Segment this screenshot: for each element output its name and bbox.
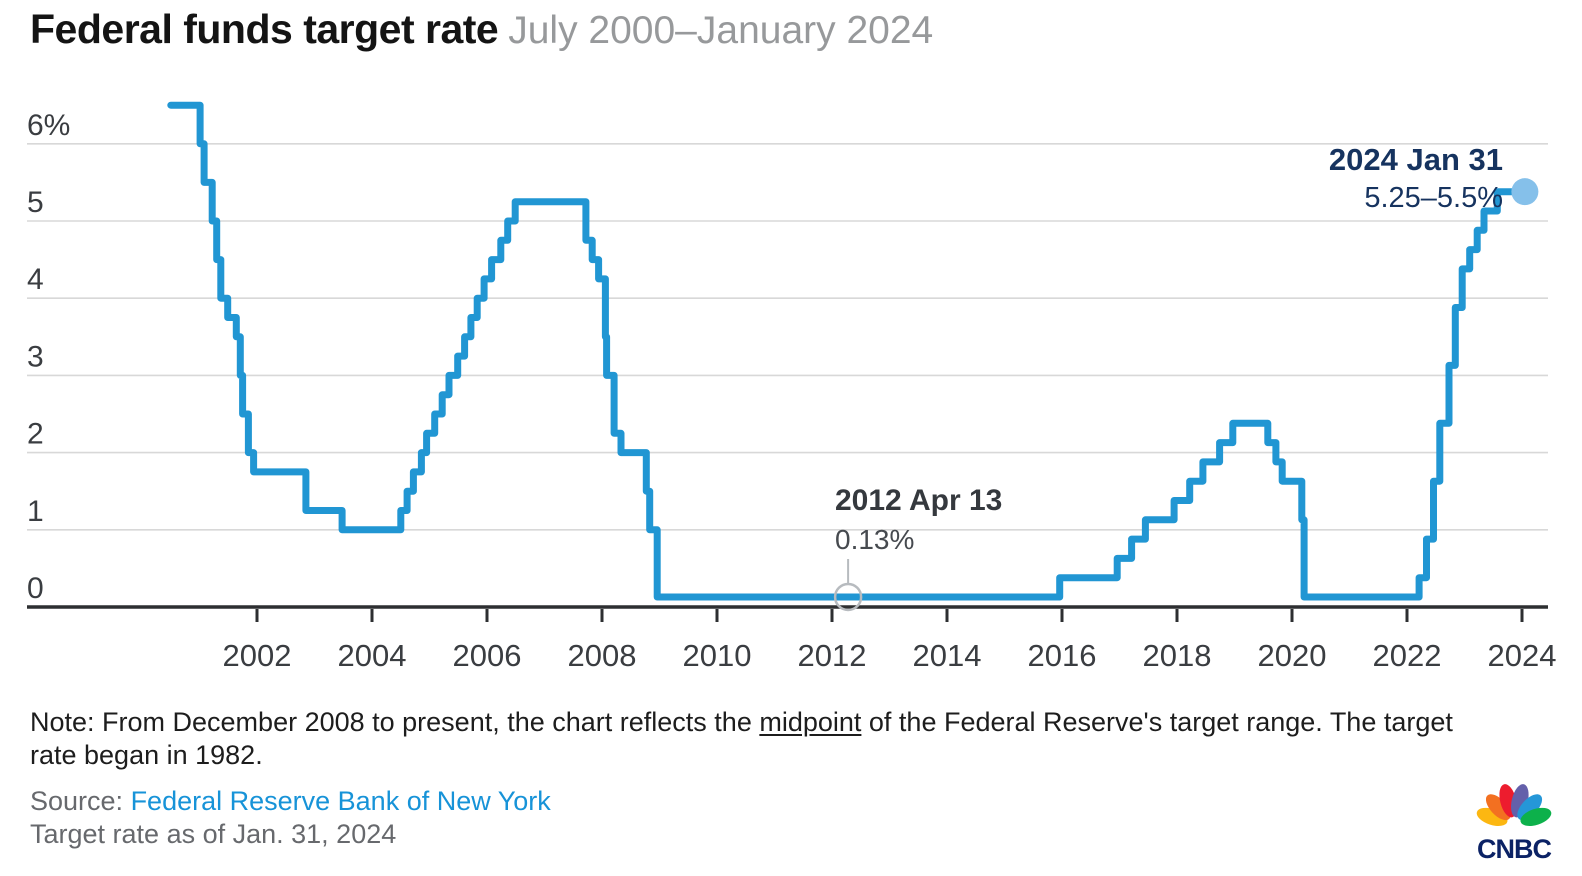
- x-tick-label-2002: 2002: [223, 638, 292, 673]
- y-tick-label-6: 6%: [27, 109, 70, 142]
- x-tick-label-2024: 2024: [1488, 638, 1557, 673]
- x-tick-label-2016: 2016: [1028, 638, 1097, 673]
- chart-header: Federal funds target rate July 2000–Janua…: [30, 6, 933, 53]
- note-underlined-word: midpoint: [759, 707, 862, 737]
- x-tick-label-2010: 2010: [683, 638, 752, 673]
- y-tick-label-2: 2: [27, 418, 44, 451]
- page-title: Federal funds target rate: [30, 6, 499, 52]
- x-tick-label-2022: 2022: [1373, 638, 1442, 673]
- source-line: Source: Federal Reserve Bank of New York: [30, 786, 551, 817]
- y-tick-label-3: 3: [27, 340, 44, 373]
- source-label: Source:: [30, 786, 131, 816]
- cnbc-logo: CNBC: [1476, 784, 1552, 864]
- y-tick-label-0: 0: [27, 572, 44, 605]
- cnbc-logo-text: CNBC: [1477, 834, 1551, 864]
- cnbc-peacock-icon: [1476, 784, 1552, 826]
- callout-circle-2012: [833, 582, 863, 612]
- note-suffix: of the Federal Reserve's target range. T…: [30, 707, 1453, 770]
- y-tick-label-5: 5: [27, 186, 44, 219]
- y-tick-label-1: 1: [27, 495, 44, 528]
- annotation-2024-endpoint: 2024 Jan 31 5.25–5.5%: [1329, 142, 1503, 215]
- source-link[interactable]: Federal Reserve Bank of New York: [130, 786, 551, 816]
- annotation-2012-low-point: 2012 Apr 13 0.13%: [835, 484, 1002, 556]
- asof-line: Target rate as of Jan. 31, 2024: [30, 819, 397, 849]
- annotation-2024-value: 5.25–5.5%: [1364, 182, 1503, 214]
- x-tick-label-2014: 2014: [913, 638, 982, 673]
- annotation-2012-date: 2012 Apr 13: [835, 484, 1003, 517]
- annotation-2012-value: 0.13%: [835, 524, 915, 555]
- x-tick-label-2020: 2020: [1258, 638, 1327, 673]
- x-tick-label-2012: 2012: [798, 638, 867, 673]
- x-tick-label-2006: 2006: [453, 638, 522, 673]
- x-tick-label-2018: 2018: [1143, 638, 1212, 673]
- endpoint-dot-2024: [1511, 178, 1539, 206]
- note-prefix: Note: From December 2008 to present, the…: [30, 707, 760, 737]
- annotation-2024-date: 2024 Jan 31: [1328, 142, 1503, 177]
- x-tick-label-2004: 2004: [338, 638, 407, 673]
- chart-note: Note: From December 2008 to present, the…: [30, 706, 1454, 772]
- rate-step-line: [167, 101, 1529, 601]
- y-tick-label-4: 4: [27, 263, 44, 296]
- page-subtitle: July 2000–January 2024: [508, 9, 934, 52]
- x-tick-label-2008: 2008: [568, 638, 637, 673]
